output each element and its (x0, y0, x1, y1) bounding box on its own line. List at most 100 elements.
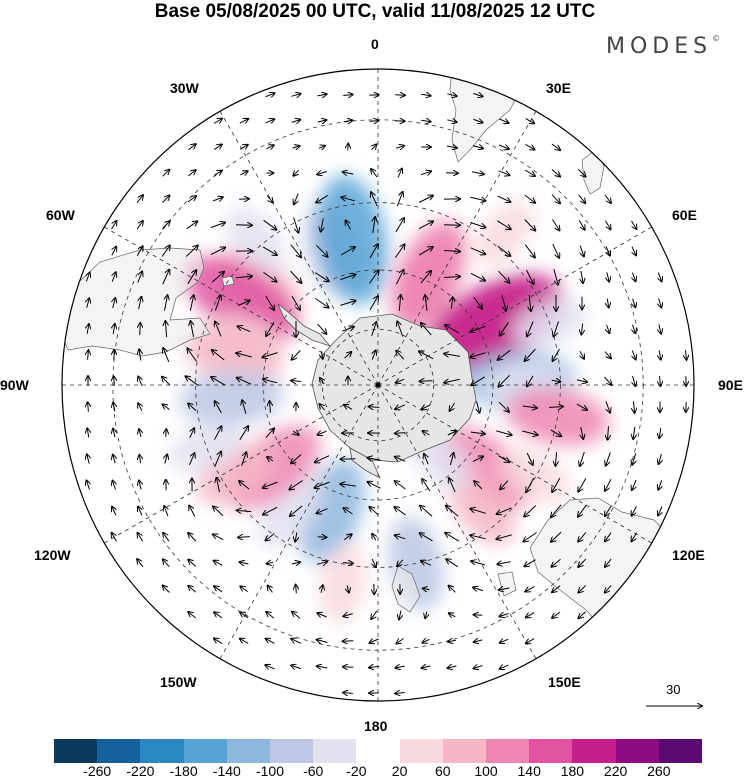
wind-arrow (213, 171, 222, 176)
wind-arrow (292, 146, 300, 148)
wind-arrow (500, 322, 509, 335)
colorbar-tick-label: -180 (169, 763, 198, 779)
wind-arrow (470, 247, 486, 254)
wind-arrow (139, 455, 140, 464)
wind-arrow (451, 297, 452, 309)
wind-arrow (162, 196, 170, 203)
wind-arrow (420, 533, 433, 542)
wind-arrow (321, 218, 324, 231)
wind-arrow (395, 270, 403, 285)
wind-arrow (633, 426, 635, 439)
wind-arrow (447, 94, 456, 96)
wind-arrow (581, 426, 584, 439)
wind-arrow (189, 428, 194, 438)
wind-arrow (474, 640, 483, 642)
wind-arrow (369, 407, 380, 408)
colorbar (54, 739, 703, 763)
wind-arrow (188, 612, 197, 619)
wind-arrow (343, 693, 353, 694)
longitude-label-30w: 30W (170, 80, 199, 96)
wind-arrow (113, 455, 115, 464)
wind-arrow (418, 247, 433, 256)
wind-arrow (165, 295, 168, 311)
colorbar-tick-label: 20 (391, 763, 408, 779)
wind-arrow (423, 639, 430, 642)
wind-arrow (187, 349, 198, 362)
wind-arrow (215, 322, 222, 337)
wind-arrow (211, 272, 224, 283)
wind-arrow (498, 401, 509, 412)
wind-arrow (136, 246, 142, 256)
wind-arrow (188, 403, 197, 411)
wind-arrow (213, 506, 224, 516)
wind-arrow (239, 145, 248, 150)
wind-arrow (526, 452, 533, 465)
wind-arrow (632, 272, 635, 282)
antarctic-peninsula (277, 303, 332, 347)
wind-arrow (471, 561, 485, 566)
wind-arrow (420, 381, 433, 382)
wind-arrow (317, 94, 326, 96)
wind-arrow (608, 426, 609, 439)
wind-arrow (659, 427, 661, 438)
wind-arrow (188, 533, 197, 542)
wind-arrow (87, 481, 90, 490)
wind-arrow (266, 145, 273, 149)
wind-arrow (161, 246, 170, 257)
wind-arrow (161, 221, 170, 230)
wind-arrow (450, 402, 455, 411)
polar-stereographic-map[interactable] (0, 0, 750, 740)
wind-arrow (607, 272, 609, 281)
wind-arrow (265, 295, 274, 310)
wind-arrow (552, 558, 561, 567)
wind-arrow (367, 458, 381, 461)
wind-arrow (214, 612, 223, 619)
longitude-label-180: 180 (364, 718, 388, 734)
wind-arrow (291, 120, 301, 123)
wind-arrow (660, 375, 661, 386)
wind-arrow (210, 247, 225, 256)
wind-arrow (343, 95, 352, 96)
wind-arrow (266, 321, 275, 336)
wind-arrow (529, 294, 531, 311)
wind-arrow (291, 454, 302, 464)
wind-arrow (581, 270, 583, 283)
longitude-label-60w: 60W (46, 207, 75, 223)
wind-arrow (604, 376, 612, 385)
colorbar-swatch (183, 739, 227, 763)
wind-arrow (527, 321, 534, 337)
modes-logo: MODES© (606, 34, 720, 59)
wind-arrow (395, 146, 404, 149)
wind-arrow (344, 352, 352, 359)
wind-arrow (317, 613, 327, 617)
wind-arrow (445, 533, 460, 542)
wind-arrow (552, 611, 561, 618)
wind-arrow (443, 277, 460, 278)
wind-arrow (422, 405, 431, 409)
wind-arrow (470, 352, 486, 358)
wind-arrow (525, 118, 535, 124)
wind-arrow (138, 533, 143, 542)
longitude-label-150e: 150E (548, 674, 581, 690)
wind-arrow (394, 507, 406, 516)
wind-arrow (580, 451, 585, 466)
wind-arrow (497, 195, 511, 202)
wind-arrow (398, 169, 402, 178)
wind-arrow (266, 195, 273, 203)
colorbar-tick-label: -100 (255, 763, 285, 779)
wind-arrow (607, 298, 609, 308)
wind-arrow (214, 561, 223, 566)
wind-arrow (262, 246, 277, 255)
wind-arrow (188, 560, 197, 567)
wind-arrow (578, 585, 586, 593)
wind-arrow (241, 452, 247, 466)
wind-arrow (498, 349, 511, 360)
wind-arrow (499, 588, 510, 590)
wind-arrow (372, 534, 376, 541)
longitude-label-90e: 90E (718, 377, 743, 393)
wind-arrow (290, 505, 303, 516)
wind-arrow (341, 197, 355, 201)
map-disc-border (61, 68, 695, 702)
wind-arrow (139, 429, 141, 437)
wind-arrow (369, 244, 378, 259)
